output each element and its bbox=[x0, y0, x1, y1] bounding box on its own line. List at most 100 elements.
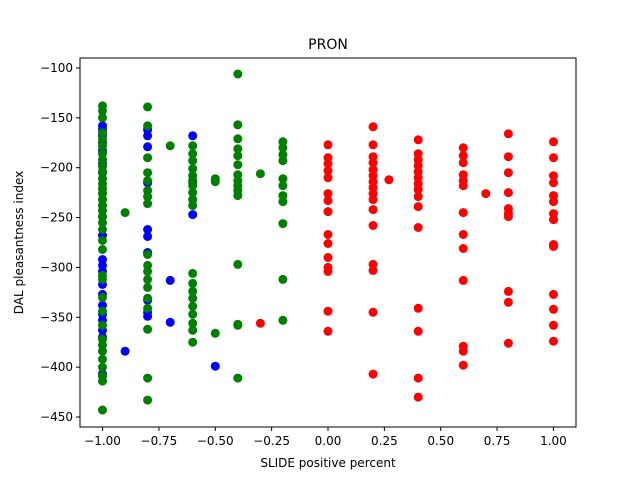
data-point bbox=[549, 171, 558, 181]
data-point bbox=[143, 168, 153, 178]
data-point bbox=[503, 188, 513, 198]
data-point bbox=[143, 225, 153, 234]
data-point bbox=[98, 376, 107, 386]
data-point bbox=[458, 208, 468, 218]
data-point bbox=[188, 309, 198, 319]
data-point bbox=[188, 210, 198, 220]
data-point bbox=[368, 140, 378, 150]
y-tick-label: −100 bbox=[40, 61, 73, 75]
data-point bbox=[368, 369, 378, 379]
data-point bbox=[323, 326, 333, 336]
x-tick-label: 0.00 bbox=[315, 434, 342, 448]
data-point bbox=[143, 232, 153, 241]
data-point bbox=[143, 199, 153, 209]
data-point bbox=[188, 318, 198, 328]
y-tick-label: −150 bbox=[40, 111, 73, 125]
data-point bbox=[323, 253, 333, 262]
data-point bbox=[188, 141, 198, 151]
data-point bbox=[143, 142, 153, 152]
data-point bbox=[143, 153, 153, 163]
data-point bbox=[143, 266, 153, 276]
data-point bbox=[255, 318, 265, 328]
data-point bbox=[384, 175, 394, 185]
data-point bbox=[458, 346, 468, 356]
data-point bbox=[413, 202, 423, 212]
data-point bbox=[233, 69, 243, 79]
data-point bbox=[278, 219, 288, 229]
data-point bbox=[143, 373, 153, 383]
data-point bbox=[458, 158, 468, 168]
data-point bbox=[323, 230, 333, 239]
data-point bbox=[458, 230, 468, 239]
data-point bbox=[188, 293, 198, 303]
data-point bbox=[98, 362, 107, 372]
data-point bbox=[210, 361, 220, 371]
x-tick-label: 0.50 bbox=[427, 434, 454, 448]
data-point bbox=[143, 395, 153, 405]
data-point bbox=[165, 317, 175, 327]
data-point bbox=[188, 149, 198, 159]
data-point bbox=[98, 320, 107, 330]
data-point bbox=[98, 141, 107, 151]
data-point bbox=[98, 218, 107, 228]
data-point bbox=[98, 113, 107, 123]
data-point bbox=[98, 155, 107, 165]
data-point bbox=[255, 169, 265, 179]
data-point bbox=[458, 275, 468, 285]
data-point bbox=[368, 122, 378, 132]
points-layer bbox=[98, 69, 558, 415]
data-point bbox=[549, 242, 558, 251]
data-point bbox=[458, 143, 468, 153]
data-point bbox=[143, 293, 153, 303]
data-point bbox=[458, 360, 468, 370]
data-point bbox=[98, 128, 107, 138]
data-point bbox=[210, 328, 220, 338]
data-point bbox=[143, 192, 153, 202]
x-tick-label: 1.00 bbox=[540, 434, 567, 448]
y-tick-label: −350 bbox=[40, 310, 73, 324]
data-point bbox=[120, 208, 130, 218]
data-point bbox=[323, 166, 333, 176]
data-point bbox=[323, 266, 333, 276]
data-point bbox=[233, 320, 243, 330]
y-axis-title: DAL pleasantness index bbox=[12, 171, 26, 314]
data-point bbox=[413, 135, 423, 145]
data-point bbox=[503, 297, 513, 307]
data-point bbox=[549, 153, 558, 163]
data-point bbox=[503, 129, 513, 139]
data-point bbox=[233, 134, 243, 144]
data-point bbox=[233, 191, 243, 201]
data-point bbox=[98, 236, 107, 245]
data-point bbox=[233, 144, 243, 154]
data-point bbox=[413, 373, 423, 383]
data-point bbox=[413, 303, 423, 313]
data-point bbox=[458, 244, 468, 253]
data-point bbox=[233, 259, 243, 269]
data-point bbox=[323, 306, 333, 316]
data-point bbox=[549, 289, 558, 299]
data-point bbox=[549, 215, 558, 225]
x-tick-label: −0.50 bbox=[197, 434, 234, 448]
y-tick-label: −450 bbox=[40, 410, 73, 424]
data-point bbox=[143, 250, 153, 259]
data-point bbox=[98, 354, 107, 364]
x-tick-label: −0.25 bbox=[253, 434, 290, 448]
data-point bbox=[143, 274, 153, 284]
data-point bbox=[165, 141, 175, 151]
data-point bbox=[143, 303, 153, 313]
data-point bbox=[413, 326, 423, 336]
data-point bbox=[188, 337, 198, 347]
data-point bbox=[188, 301, 198, 311]
data-point bbox=[278, 274, 288, 284]
x-tick-label: −1.00 bbox=[84, 434, 121, 448]
data-point bbox=[503, 286, 513, 296]
data-point bbox=[233, 151, 243, 161]
data-point bbox=[503, 168, 513, 178]
data-point bbox=[188, 325, 198, 335]
data-point bbox=[98, 346, 107, 356]
data-point bbox=[323, 173, 333, 183]
data-point bbox=[143, 131, 153, 141]
data-point bbox=[368, 307, 378, 317]
data-point bbox=[278, 197, 288, 207]
